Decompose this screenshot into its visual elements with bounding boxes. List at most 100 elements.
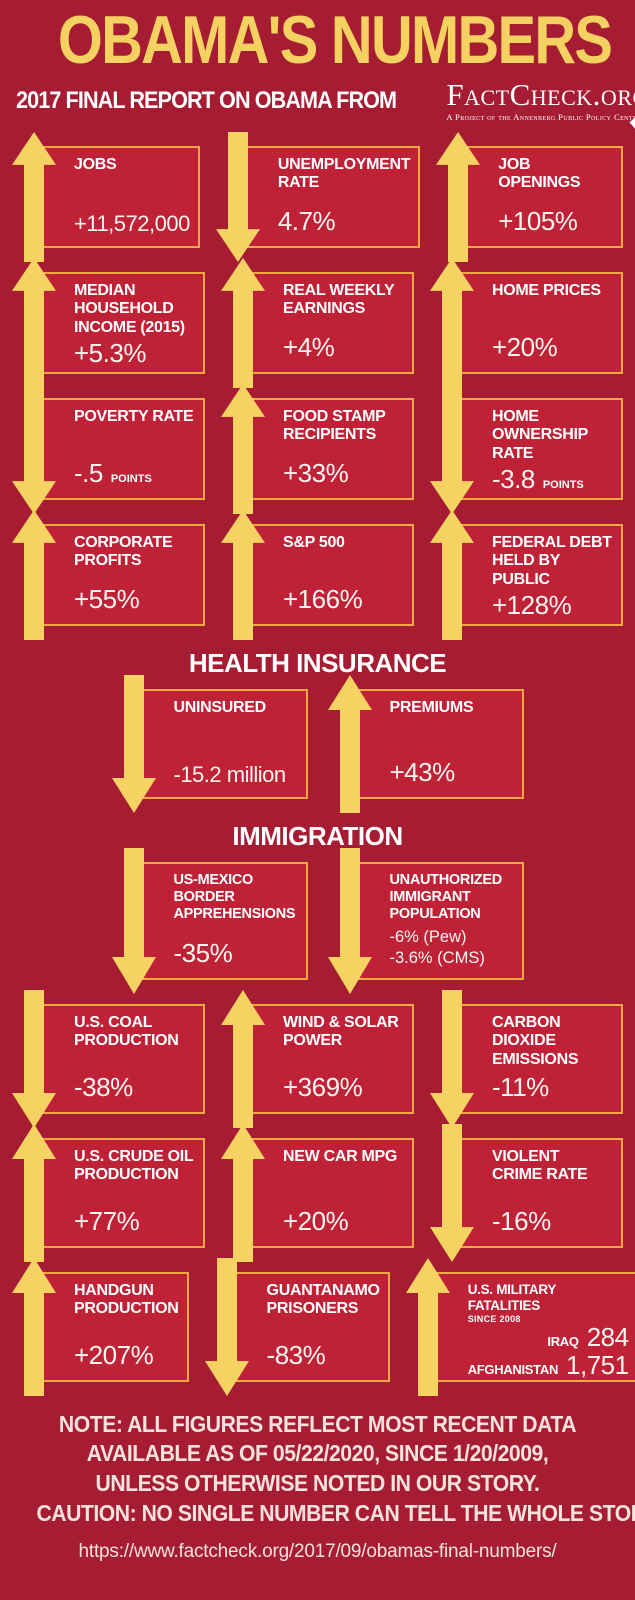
stat-box: JOBS +11,572,000 (36, 145, 200, 248)
stat-label: HANDGUN PRODUCTION (74, 1281, 179, 1318)
stat-border-apprehensions: US-MEXICO BORDER APPREHENSIONS -35% (111, 847, 308, 994)
stat-label: U.S. MILITARY FATALITIES (467, 1281, 556, 1313)
up-arrow-icon (221, 1123, 265, 1262)
stat-value: +369% (283, 1071, 363, 1102)
stat-wind-solar-power: WIND & SOLAR POWER +369% (221, 989, 414, 1128)
stat-value: +20% (492, 331, 558, 362)
stat-value: +5.3% (74, 338, 146, 369)
footnote: NOTE: ALL FIGURES REFLECT MOST RECENT DA… (12, 1410, 635, 1530)
stat-label: JOBS (74, 155, 117, 173)
fatality-place: AFGHANISTAN (467, 1361, 559, 1377)
up-arrow-icon (12, 131, 56, 262)
stat-value: -11% (492, 1071, 549, 1102)
stat-job-openings: JOB OPENINGS +105% (436, 131, 623, 262)
stat-value: -83% (266, 1339, 326, 1370)
stat-box: UNAUTHORIZED IMMIGRANT POPULATION -6% (P… (351, 861, 524, 980)
subtitle: 2017 FINAL REPORT ON OBAMA FROM (16, 86, 397, 114)
stat-guantanamo-prisoners: GUANTANAMO PRISONERS -83% (204, 1257, 390, 1396)
stat-label: MEDIAN HOUSEHOLD INCOME (2015) (74, 281, 185, 337)
up-arrow-icon (221, 989, 265, 1128)
stat-value: 4.7% (277, 205, 336, 236)
stat-value: -38% (74, 1071, 133, 1102)
stat-box: JOB OPENINGS +105% (460, 145, 623, 248)
stat-box: MEDIAN HOUSEHOLD INCOME (2015) +5.3% (36, 271, 205, 374)
down-arrow-icon (327, 847, 372, 994)
stat-row-1: JOBS +11,572,000 UNEMPLOYMENT RATE 4.7% … (12, 131, 623, 262)
fatality-row-iraq: IRAQ 284 (468, 1324, 629, 1352)
stat-label: U.S. CRUDE OIL PRODUCTION (74, 1147, 194, 1184)
stat-value: +33% (283, 457, 349, 488)
factcheck-logo: FactCheck.org A Project of the Annenberg… (446, 76, 635, 129)
down-arrow-icon (12, 989, 56, 1128)
stat-row-3: POVERTY RATE -.5 POINTS FOOD STAMP RECIPI… (12, 383, 623, 514)
stat-box: NEW CAR MPG +20% (245, 1137, 414, 1248)
up-arrow-icon (221, 509, 265, 640)
checkmark-icon (629, 117, 635, 129)
stat-row-6: U.S. CRUDE OIL PRODUCTION +77% NEW CAR M… (12, 1123, 623, 1262)
stat-value: +11,572,000 (74, 210, 190, 236)
stat-number: -.5 (74, 457, 103, 488)
down-arrow-icon (215, 131, 260, 262)
stat-box: HANDGUN PRODUCTION +207% (36, 1271, 189, 1382)
stat-box: VIOLENT CRIME RATE -16% (454, 1137, 623, 1248)
stat-value: +166% (283, 583, 363, 614)
stat-label: HOME PRICES (492, 281, 601, 299)
stat-row-2: MEDIAN HOUSEHOLD INCOME (2015) +5.3% REA… (12, 257, 623, 388)
stat-value-cms: -3.6% (CMS) (389, 948, 485, 967)
fatality-place: IRAQ (547, 1334, 579, 1350)
stat-label: HOME OWNERSHIP RATE (492, 407, 588, 463)
stat-label: JOB OPENINGS (498, 155, 581, 192)
stat-value: -.5 POINTS (74, 458, 195, 489)
source-url: https://www.factcheck.org/2017/09/obamas… (78, 1541, 557, 1563)
up-arrow-icon (12, 1257, 56, 1396)
up-arrow-icon (430, 257, 474, 388)
stat-box: FOOD STAMP RECIPIENTS +33% (245, 397, 414, 500)
stat-value: +128% (492, 590, 572, 621)
stat-label: UNEMPLOYMENT RATE (277, 155, 411, 192)
down-arrow-icon (430, 989, 474, 1128)
page-title: OBAMA'S NUMBERS (57, 2, 613, 78)
footnote-line-2: AVAILABLE AS OF 05/22/2020, SINCE 1/20/2… (86, 1440, 549, 1467)
stat-box: FEDERAL DEBT HELD BY PUBLIC +128% (454, 523, 623, 626)
down-arrow-icon (111, 847, 156, 994)
fatality-count: 1,751 (566, 1349, 629, 1380)
stat-coal-production: U.S. COAL PRODUCTION -38% (12, 989, 205, 1128)
logo-wordmark: FactCheck.org (446, 76, 635, 112)
stat-label: U.S. COAL PRODUCTION (74, 1013, 179, 1050)
stat-box: REAL WEEKLY EARNINGS +4% (245, 271, 414, 374)
stat-label: VIOLENT CRIME RATE (492, 1147, 588, 1184)
stat-box: PREMIUMS +43% (351, 688, 524, 799)
stat-label: FEDERAL DEBT HELD BY PUBLIC (492, 533, 612, 589)
fatality-row-afghanistan: AFGHANISTAN 1,751 (467, 1349, 629, 1380)
stat-new-car-mpg: NEW CAR MPG +20% (221, 1123, 414, 1262)
stat-crude-oil-production: U.S. CRUDE OIL PRODUCTION +77% (12, 1123, 205, 1262)
immigration-row: US-MEXICO BORDER APPREHENSIONS -35% UNAU… (12, 847, 623, 994)
stat-label: PREMIUMS (389, 698, 474, 716)
stat-box: UNEMPLOYMENT RATE 4.7% (239, 145, 421, 248)
down-arrow-icon (111, 674, 156, 813)
health-insurance-heading: HEALTH INSURANCE (188, 647, 447, 678)
stat-box: POVERTY RATE -.5 POINTS (36, 397, 205, 500)
up-arrow-icon (221, 383, 265, 514)
up-arrow-icon (12, 257, 56, 388)
header-subrow: 2017 FINAL REPORT ON OBAMA FROM FactChec… (12, 79, 635, 129)
stat-suffix: POINTS (542, 479, 584, 492)
stat-label: GUANTANAMO PRISONERS (266, 1281, 380, 1318)
stat-label: CARBON DIOXIDE EMISSIONS (492, 1013, 579, 1069)
stat-premiums: PREMIUMS +43% (327, 674, 524, 813)
stat-handgun-production: HANDGUN PRODUCTION +207% (12, 1257, 189, 1396)
stat-uninsured: UNINSURED -15.2 million (111, 674, 308, 813)
stat-label: NEW CAR MPG (283, 1147, 398, 1165)
fatality-rows: IRAQ 284 AFGHANISTAN 1,751 (468, 1324, 629, 1379)
logo-tagline: A Project of the Annenberg Public Policy… (446, 111, 635, 122)
stat-values: -6% (Pew) -3.6% (CMS) (390, 927, 514, 968)
stat-label: CORPORATE PROFITS (74, 533, 173, 570)
up-arrow-icon (436, 131, 481, 262)
up-arrow-icon (327, 674, 372, 813)
stat-label: US-MEXICO BORDER APPREHENSIONS (173, 871, 296, 922)
stat-violent-crime-rate: VIOLENT CRIME RATE -16% (430, 1123, 623, 1262)
stat-label: UNAUTHORIZED IMMIGRANT POPULATION (389, 871, 503, 922)
stat-sublabel: SINCE 2008 (467, 1314, 521, 1325)
stat-unemployment-rate: UNEMPLOYMENT RATE 4.7% (215, 131, 421, 262)
up-arrow-icon (12, 1123, 56, 1262)
